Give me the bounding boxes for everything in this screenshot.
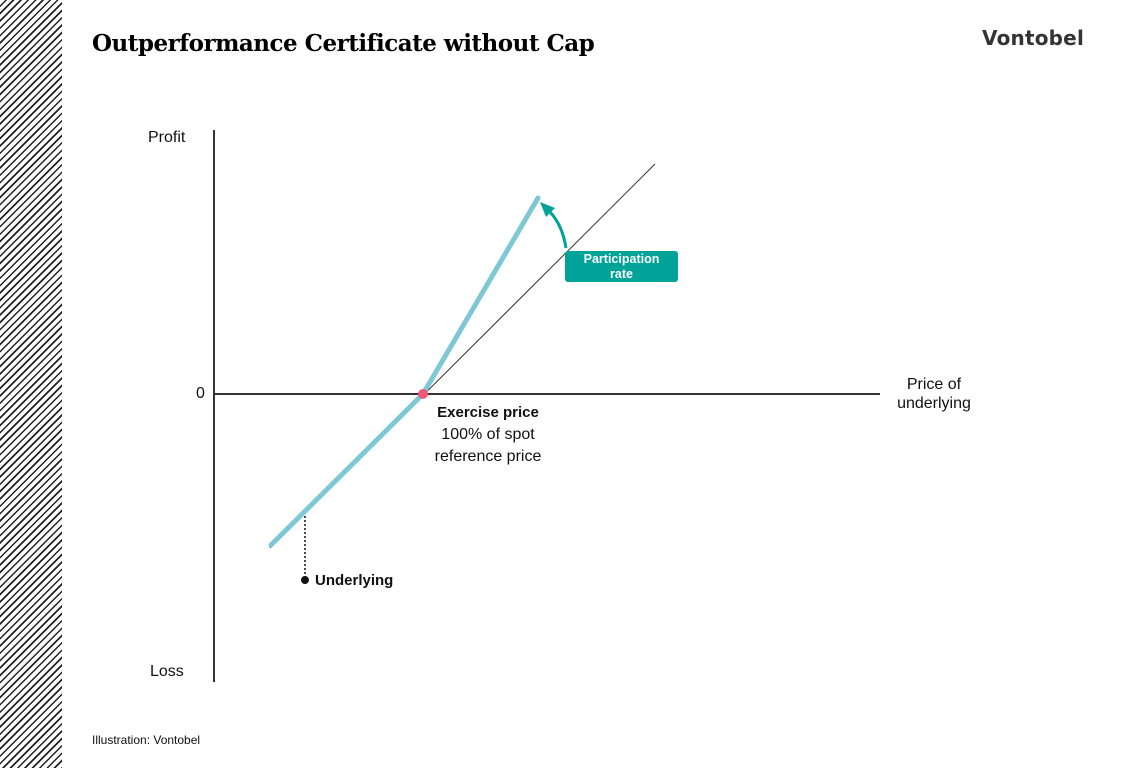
participation-line2: rate [610, 267, 633, 281]
certificate-payoff-line [268, 195, 541, 548]
hatched-side-strip [0, 0, 62, 768]
participation-rate-label: Participation rate [565, 252, 678, 282]
illustration-caption: Illustration: Vontobel [92, 733, 201, 747]
participation-rate-badge [565, 251, 678, 282]
arrowhead-icon [540, 202, 555, 217]
exercise-price-title: Exercise price [437, 404, 539, 421]
x-axis-label-line2: underlying [897, 395, 971, 412]
page-title: Outperformance Certificate without Cap [92, 30, 595, 57]
underlying-pointer-dot [301, 576, 309, 584]
x-axis-label: Price of underlying [885, 375, 983, 413]
y-axis-zero-label: 0 [196, 385, 205, 402]
exercise-price-line1: 100% of spot [441, 426, 535, 443]
exercise-price-line2: reference price [434, 448, 542, 465]
participation-line1: Participation [583, 252, 660, 266]
exercise-price-point [418, 389, 428, 399]
underlying-label: Underlying [315, 572, 394, 589]
x-axis-label-line1: Price of [906, 376, 962, 393]
exercise-price-annotation: Exercise price 100% of spot reference pr… [418, 402, 558, 468]
vontobel-logo: Vontobel [982, 26, 1085, 50]
y-axis-bottom-label: Loss [150, 663, 184, 680]
y-axis-top-label: Profit [148, 129, 186, 146]
